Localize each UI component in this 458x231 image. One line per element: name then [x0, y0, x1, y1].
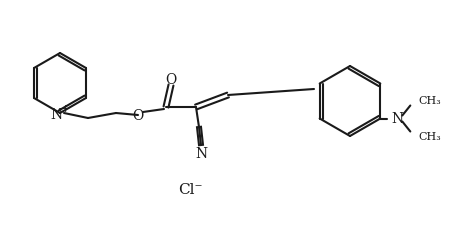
Text: O: O: [132, 109, 144, 122]
Text: CH₃: CH₃: [418, 132, 441, 142]
Text: N: N: [195, 146, 207, 160]
Text: N: N: [391, 112, 403, 126]
Text: Cl⁻: Cl⁻: [178, 182, 202, 196]
Text: CH₃: CH₃: [418, 96, 441, 106]
Text: +: +: [60, 103, 70, 113]
Text: N: N: [50, 108, 62, 122]
Text: O: O: [165, 73, 177, 87]
